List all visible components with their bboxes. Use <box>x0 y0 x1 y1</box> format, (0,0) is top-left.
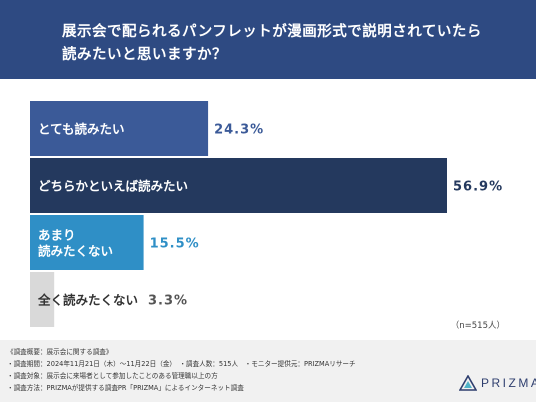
survey-target: ・調査対象：展示会に来場者として参加したことのある管理職以上の方 <box>7 372 218 380</box>
category-label: 読みたくない <box>38 244 113 259</box>
survey-summary-heading: 《調査概要：展示会に関する調査》 <box>7 348 113 356</box>
category-label: 全く読みたくない <box>37 293 138 308</box>
survey-period: ・調査期間：2024年11月21日（木）〜11月22日（金） ・調査人数：515… <box>7 360 356 368</box>
survey-method: ・調査方法：PRIZMAが提供する調査PR「PRIZMA」によるインターネット調… <box>7 384 244 392</box>
bar <box>30 158 447 213</box>
value-label: 24.3% <box>214 123 264 138</box>
value-label: 3.3% <box>148 294 188 309</box>
title-line-1: 展示会で配られるパンフレットが漫画形式で説明されていたら <box>62 24 482 40</box>
title-banner: 展示会で配られるパンフレットが漫画形式で説明されていたら 読みたいと思いますか？ <box>0 0 536 79</box>
value-label: 15.5% <box>150 237 200 252</box>
bar <box>30 215 144 270</box>
prizma-triangle-logo-icon <box>459 375 477 391</box>
bar <box>30 101 209 156</box>
category-label: どちらかといえば読みたい <box>38 179 188 194</box>
category-label: とても読みたい <box>38 122 125 137</box>
title-line-2: 読みたいと思いますか？ <box>62 47 227 63</box>
survey-footer: 《調査概要：展示会に関する調査》 ・調査期間：2024年11月21日（木）〜11… <box>0 340 536 402</box>
sample-size-note: （n=515人） <box>451 320 505 331</box>
logo-text: PRIZMA <box>481 376 536 390</box>
category-label: あまり <box>38 228 76 243</box>
value-label: 56.9% <box>453 180 503 195</box>
bar <box>30 272 55 327</box>
prizma-logo: PRIZMA <box>459 374 536 392</box>
